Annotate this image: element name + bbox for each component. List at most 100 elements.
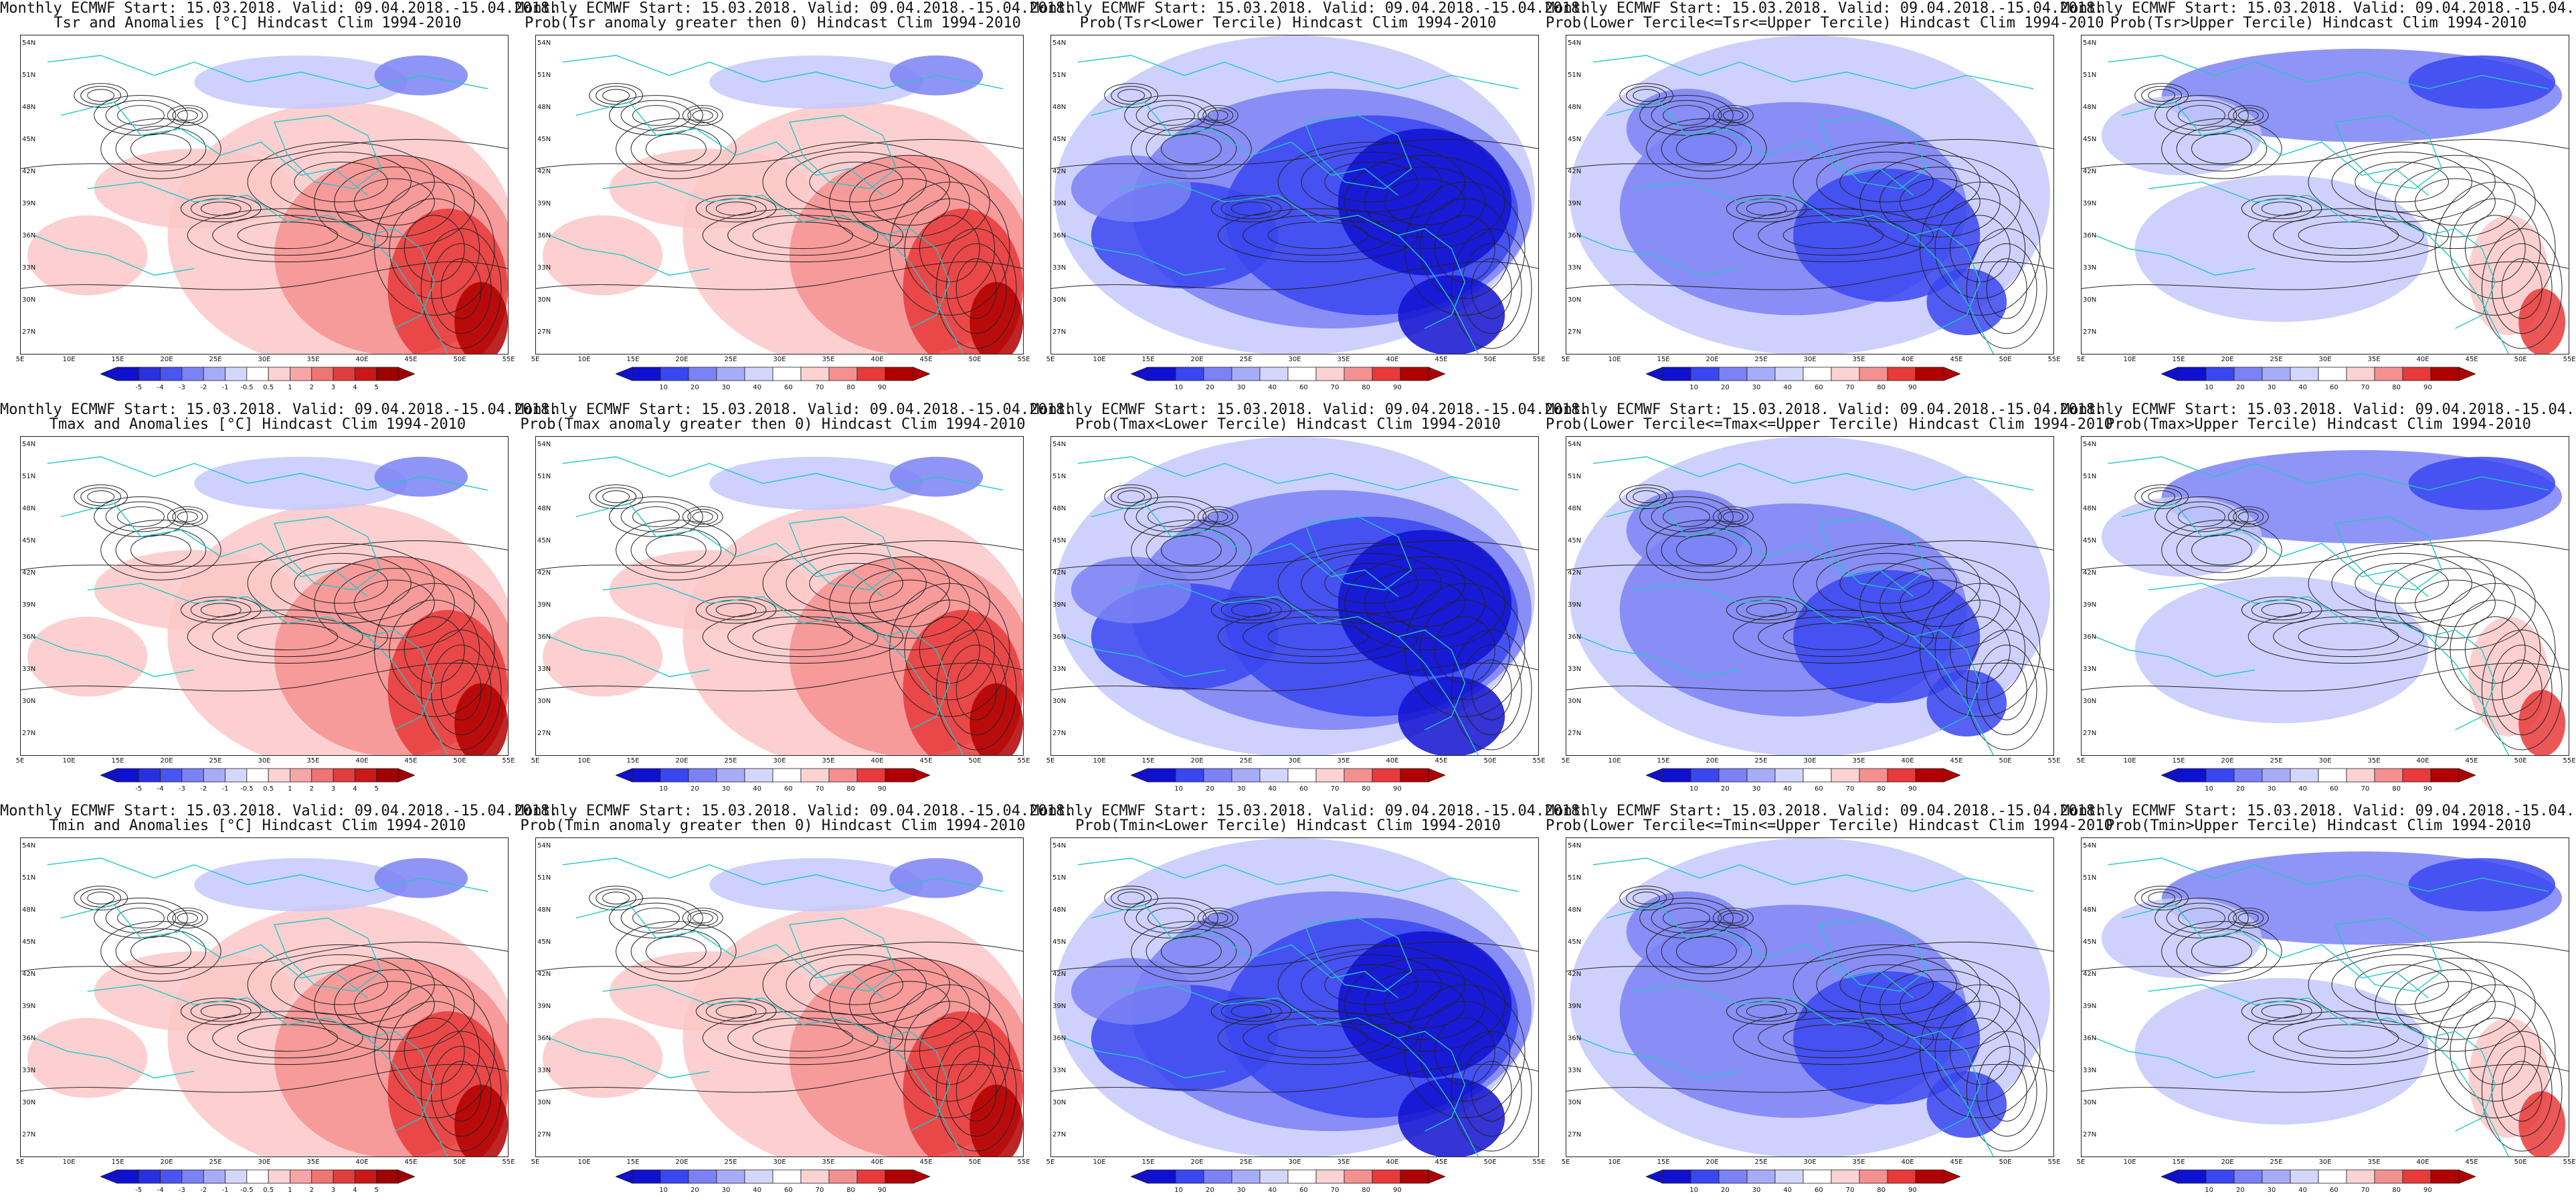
- latitude-label: 27N: [1052, 328, 1067, 336]
- longitude-label: 5E: [1561, 356, 1570, 363]
- colorbar-swatch: [268, 1169, 290, 1184]
- colorbar-swatch: [1344, 367, 1373, 381]
- latitude-label: 48N: [1052, 906, 1067, 914]
- longitude-label: 15E: [2172, 757, 2185, 765]
- latitude-label: 30N: [1568, 296, 1582, 304]
- colorbar-swatch: [1915, 1169, 1944, 1184]
- panel-title-line1: Monthly ECMWF Start: 15.03.2018. Valid: …: [0, 401, 559, 418]
- colorbar-swatch: [2290, 768, 2319, 783]
- longitude-label: 20E: [1706, 757, 1719, 765]
- panel-title-line2: Prob(Lower Tercile<=Tmax<=Upper Tercile)…: [1546, 416, 2113, 433]
- field-patch: [2101, 95, 2262, 176]
- colorbar-tick-label: -4: [157, 785, 164, 793]
- colorbar-swatch: [2346, 768, 2375, 783]
- colorbar-tick-label: 60: [1814, 384, 1823, 391]
- field-patch: [970, 1084, 1023, 1157]
- latitude-label: 54N: [1568, 842, 1582, 849]
- longitude-label: 10E: [1093, 1159, 1106, 1166]
- colorbar-swatch: [1915, 367, 1944, 381]
- colorbar-tick-label: 20: [1205, 1187, 1214, 1194]
- field-shading: [1054, 437, 1535, 755]
- colorbar-swatch: [376, 768, 399, 783]
- panel-title-line2: Prob(Tmax>Upper Tercile) Hindcast Clim 1…: [2106, 416, 2531, 433]
- colorbar-tick-label: 70: [1330, 785, 1340, 793]
- longitude-label: 50E: [1483, 356, 1497, 363]
- longitude-label: 30E: [1288, 757, 1301, 765]
- field-patch: [194, 858, 408, 912]
- longitude-label: 35E: [1852, 1159, 1865, 1166]
- colorbar-swatch: [1287, 768, 1317, 783]
- longitude-label: 20E: [675, 1159, 688, 1166]
- longitude-label: 50E: [2514, 1159, 2527, 1166]
- colorbar-tick-label: 10: [2205, 1187, 2214, 1194]
- longitude-label: 15E: [1141, 356, 1155, 363]
- colorbar-swatch: [2177, 367, 2207, 381]
- colorbar-svg: [1131, 1169, 1445, 1184]
- colorbar-swatch: [744, 367, 773, 381]
- field-patch: [27, 616, 148, 697]
- map-field-svg: [1566, 437, 2053, 755]
- latitude-label: 45N: [22, 938, 36, 946]
- longitude-label: 20E: [160, 356, 173, 363]
- latitude-label: 27N: [22, 730, 36, 737]
- longitude-label: 40E: [1386, 757, 1399, 765]
- latitude-label: 51N: [1568, 874, 1582, 882]
- colorbar-tick-label: 90: [1392, 384, 1402, 391]
- field-patch: [542, 1017, 663, 1098]
- latitude-label: 30N: [22, 698, 36, 705]
- colorbar-tick-label: -5: [135, 785, 143, 793]
- longitude-label: 20E: [2221, 1159, 2234, 1166]
- longitude-label: 50E: [1483, 1159, 1497, 1166]
- latitude-label: 30N: [2083, 1099, 2097, 1106]
- colorbar-swatch: [1718, 768, 1748, 783]
- field-patch: [609, 550, 810, 630]
- colorbar-tick-label: 4: [353, 785, 357, 793]
- panel-title-line1: Monthly ECMWF Start: 15.03.2018. Valid: …: [1030, 803, 1589, 819]
- colorbar-tick-label: 20: [2235, 384, 2245, 391]
- latitude-label: 39N: [1052, 1003, 1067, 1010]
- forecast-panel: Monthly ECMWF Start: 15.03.2018. Valid: …: [1030, 401, 1588, 803]
- map-field-svg: [2082, 838, 2569, 1157]
- colorbar-tick-label: 10: [659, 384, 668, 391]
- latitude-label: 27N: [537, 328, 551, 336]
- colorbar-tick-label: 90: [1392, 1187, 1402, 1194]
- colorbar-tick-label: 20: [2235, 1187, 2245, 1194]
- colorbar-swatch: [632, 1169, 661, 1184]
- colorbar: 10 20 30 40 60 70 80 90: [1646, 1169, 1960, 1199]
- colorbar-swatch: [2318, 1169, 2347, 1184]
- terrain-contours: [2082, 886, 2569, 1152]
- longitude-label: 30E: [1803, 1159, 1817, 1166]
- colorbar-swatch: [1147, 1169, 1176, 1184]
- colorbar-swatch: [2290, 367, 2319, 381]
- latitude-label: 45N: [1568, 136, 1582, 143]
- latitude-label: 36N: [2083, 232, 2097, 239]
- latitude-label: 48N: [2083, 104, 2097, 111]
- colorbar-swatch: [2430, 367, 2460, 381]
- panel-title-line1: Monthly ECMWF Start: 15.03.2018. Valid: …: [1546, 401, 2104, 418]
- longitude-label: 45E: [919, 1159, 933, 1166]
- colorbar-tick-label: 20: [2235, 785, 2245, 793]
- latitude-label: 45N: [22, 537, 36, 544]
- colorbar-swatch: [800, 768, 830, 783]
- colorbar: -5 -4 -3 -2 -1 -0.5 0.5 1 2 3 4 5: [100, 367, 415, 396]
- field-patch: [2408, 858, 2556, 912]
- terrain-contours: [2082, 484, 2569, 750]
- forecast-panel: Monthly ECMWF Start: 15.03.2018. Valid: …: [2061, 401, 2576, 803]
- latitude-label: 27N: [2083, 1131, 2097, 1138]
- colorbar-tick-label: 30: [1236, 785, 1246, 793]
- longitude-label: 15E: [111, 757, 124, 765]
- colorbar-tick-label: 70: [2361, 1187, 2370, 1194]
- colorbar-tick-label: -5: [135, 1187, 143, 1194]
- colorbar-tick-label: -1: [221, 1187, 229, 1194]
- field-patch: [27, 215, 148, 296]
- colorbar-swatch: [138, 768, 161, 783]
- latitude-label: 42N: [1052, 569, 1067, 577]
- field-patch: [94, 148, 294, 229]
- colorbar-tick-label: -0.5: [240, 1187, 254, 1194]
- colorbar-swatch: [333, 367, 355, 381]
- colorbar-tick-label: 90: [1908, 384, 1917, 391]
- colorbar-swatch: [1662, 367, 1691, 381]
- latitude-label: 45N: [1052, 938, 1067, 946]
- longitude-label: 55E: [2047, 356, 2061, 363]
